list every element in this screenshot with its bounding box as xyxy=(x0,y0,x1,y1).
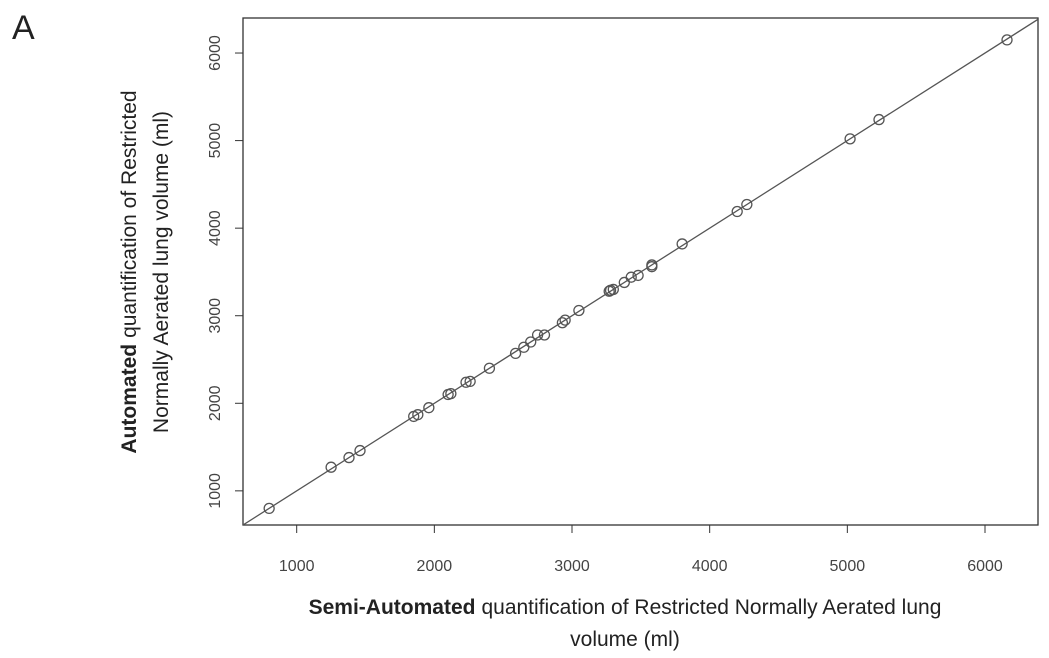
point xyxy=(632,269,644,282)
point xyxy=(525,336,537,348)
point xyxy=(538,329,551,341)
point xyxy=(483,362,496,374)
point xyxy=(1001,34,1013,46)
point xyxy=(573,304,585,317)
point xyxy=(445,388,457,400)
point xyxy=(676,238,688,250)
x-tick-label: 5000 xyxy=(830,558,866,575)
y-tick-label: 1000 xyxy=(207,473,224,509)
y-axis-label: Automated quantification of Restricted xyxy=(118,90,141,453)
point xyxy=(559,314,571,326)
point xyxy=(873,113,885,126)
x-tick-label: 1000 xyxy=(279,558,315,575)
y-tick-label: 5000 xyxy=(207,123,224,159)
point xyxy=(263,502,275,515)
point xyxy=(607,283,619,296)
x-tick-label: 2000 xyxy=(417,558,453,575)
y-tick-label: 3000 xyxy=(207,298,224,334)
x-axis-label-bold: Semi-Automated xyxy=(309,596,476,619)
point xyxy=(423,402,435,414)
x-tick-label: 3000 xyxy=(554,558,590,575)
x-tick-label: 6000 xyxy=(967,558,1003,575)
point xyxy=(464,375,476,388)
y-axis-label-bold: Automated xyxy=(118,344,141,454)
point xyxy=(325,461,337,473)
point xyxy=(844,133,856,145)
x-axis-label: Semi-Automated quantification of Restrict… xyxy=(309,596,942,619)
y-axis-label: Normally Aerated lung volume (ml) xyxy=(150,111,173,433)
point xyxy=(741,198,753,211)
point xyxy=(412,409,424,421)
point xyxy=(556,317,569,329)
point xyxy=(646,259,658,271)
point xyxy=(518,341,530,353)
y-tick-label: 4000 xyxy=(207,210,224,246)
point xyxy=(460,376,472,388)
point xyxy=(731,205,743,218)
x-axis-label-text: volume (ml) xyxy=(570,628,680,651)
panel-label: A xyxy=(12,9,35,47)
y-axis-label-text: Normally Aerated lung volume (ml) xyxy=(150,111,173,433)
point xyxy=(531,329,544,341)
plot-frame xyxy=(242,17,1039,526)
point xyxy=(625,271,637,283)
y-tick-label: 2000 xyxy=(207,385,224,421)
y-tick-label: 6000 xyxy=(207,35,224,71)
y-axis-label-text: quantification of Restricted xyxy=(118,90,141,337)
x-axis-label-text: quantification of Restricted Normally Ae… xyxy=(481,596,941,619)
x-axis-label: volume (ml) xyxy=(570,628,680,651)
point xyxy=(354,444,366,457)
point xyxy=(509,347,522,360)
point xyxy=(343,451,355,464)
x-tick-label: 4000 xyxy=(692,558,728,575)
